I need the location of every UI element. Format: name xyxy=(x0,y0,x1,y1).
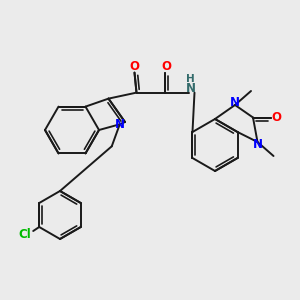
Text: H: H xyxy=(186,74,195,84)
Text: N: N xyxy=(115,118,125,131)
Text: Cl: Cl xyxy=(19,229,31,242)
Text: N: N xyxy=(230,97,240,110)
Text: N: N xyxy=(253,137,262,151)
Text: N: N xyxy=(185,82,196,95)
Text: O: O xyxy=(161,60,172,73)
Text: O: O xyxy=(271,111,281,124)
Text: O: O xyxy=(130,60,140,73)
